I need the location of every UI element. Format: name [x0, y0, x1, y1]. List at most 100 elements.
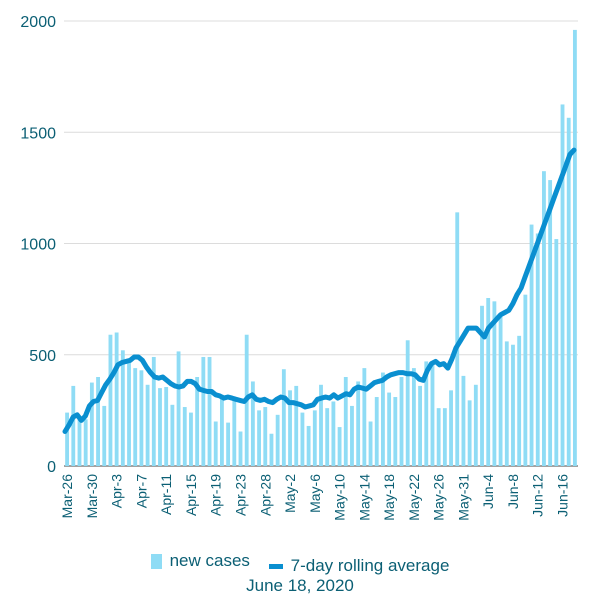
bar — [226, 422, 231, 466]
bar — [473, 384, 478, 466]
series-line-rolling-average — [62, 147, 577, 434]
bar — [418, 385, 423, 466]
y-tick-label: 1500 — [20, 125, 56, 142]
bar — [170, 404, 175, 466]
bar — [176, 351, 181, 466]
x-tick-label: Apr-15 — [183, 474, 199, 516]
bar — [449, 390, 453, 466]
bar — [529, 224, 534, 466]
bar — [83, 419, 88, 466]
bar — [368, 421, 373, 466]
bar — [523, 294, 528, 466]
bar — [542, 171, 546, 466]
x-tick-label: Apr-7 — [133, 474, 149, 508]
bar — [350, 405, 354, 466]
bar — [238, 431, 243, 466]
bar — [288, 390, 292, 466]
bar — [424, 361, 429, 466]
legend-label-rolling-average: 7-day rolling average — [290, 556, 450, 575]
bar — [151, 356, 156, 466]
x-tick-label: May-14 — [356, 474, 372, 521]
bar — [306, 425, 311, 466]
bar — [232, 399, 237, 466]
bar — [343, 377, 348, 466]
bar — [102, 405, 107, 466]
bar — [300, 412, 305, 466]
x-tick-label: Apr-11 — [158, 474, 174, 515]
bar — [566, 117, 571, 466]
bar — [312, 410, 317, 466]
bar — [337, 427, 342, 466]
bar — [325, 408, 330, 466]
bar — [405, 340, 410, 466]
bar — [250, 381, 255, 466]
legend-label-new-cases: new cases — [169, 551, 250, 570]
x-tick-label: May-2 — [282, 474, 298, 513]
bar — [504, 341, 509, 466]
legend-item-rolling-average: 7-day rolling average — [268, 556, 450, 576]
x-tick-label: May-26 — [431, 474, 447, 521]
bar — [461, 375, 466, 466]
bar — [480, 305, 484, 466]
bar — [517, 335, 522, 466]
bar — [263, 407, 268, 466]
x-tick-label: Mar-26 — [59, 474, 75, 519]
bar — [89, 382, 94, 466]
bar — [455, 212, 460, 466]
y-tick-label: 500 — [29, 348, 56, 365]
bar — [331, 401, 336, 466]
bar — [498, 314, 503, 466]
bar — [442, 408, 447, 466]
bar — [399, 377, 404, 466]
bar — [381, 372, 385, 466]
x-tick-label: May-22 — [406, 474, 422, 521]
bar — [281, 369, 286, 466]
bar — [554, 239, 559, 466]
x-tick-label: May-10 — [332, 474, 348, 521]
bar — [535, 233, 540, 466]
bar — [492, 301, 497, 466]
bar — [486, 298, 491, 466]
y-tick-label: 2000 — [20, 14, 56, 31]
bar — [65, 412, 70, 466]
legend: new cases 7-day rolling average — [0, 551, 600, 576]
bar — [393, 397, 398, 466]
bar — [219, 394, 224, 466]
x-tick-label: Apr-23 — [232, 474, 248, 516]
bar — [139, 370, 144, 466]
bar — [133, 368, 138, 466]
x-tick-label: Apr-28 — [257, 474, 273, 516]
bar — [572, 29, 577, 467]
chart-subtitle: June 18, 2020 — [246, 576, 354, 595]
bar — [411, 368, 416, 466]
x-tick-label: Jun-8 — [505, 474, 521, 509]
bar — [164, 387, 169, 466]
x-tick-label: Jun-12 — [530, 474, 546, 517]
bar — [560, 104, 565, 466]
bar — [77, 415, 82, 466]
bar — [430, 363, 435, 466]
bar — [467, 400, 472, 466]
bar — [71, 385, 76, 466]
x-tick-label: Jun-4 — [480, 474, 496, 509]
bar — [213, 421, 218, 466]
bar — [201, 356, 206, 466]
bar — [120, 350, 125, 466]
legend-swatch-bar — [150, 553, 162, 569]
x-tick-label: Mar-30 — [84, 474, 100, 519]
x-tick-label: Apr-19 — [208, 474, 224, 516]
bar — [207, 356, 212, 466]
bar — [195, 377, 200, 466]
y-tick-label: 1000 — [20, 237, 56, 254]
bar — [362, 368, 367, 466]
bar — [294, 385, 299, 466]
bar — [189, 412, 193, 466]
bar — [356, 381, 361, 466]
bar — [275, 414, 280, 466]
bar — [436, 408, 441, 466]
x-tick-label: May-6 — [307, 474, 323, 513]
bar — [387, 392, 392, 466]
bar — [158, 388, 162, 466]
bar — [511, 344, 515, 466]
x-tick-label: May-18 — [381, 474, 397, 521]
